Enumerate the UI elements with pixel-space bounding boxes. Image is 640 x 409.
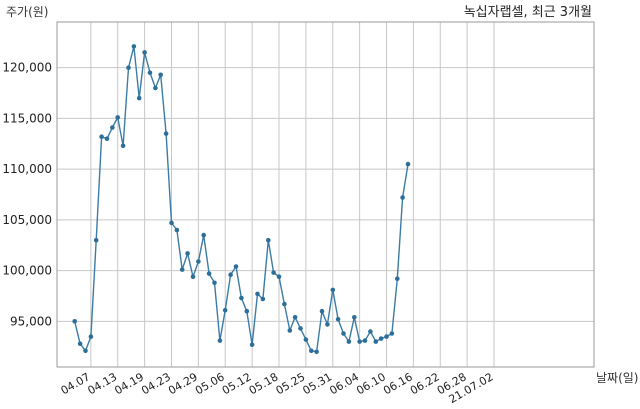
data-point [212,280,217,286]
y-axis-label: 주가(원) [6,5,48,19]
data-point [314,349,319,355]
data-point [233,264,239,269]
x-tick-label: 04.29 [166,370,200,397]
data-point [335,317,341,322]
data-point [201,232,206,238]
data-point [271,270,276,275]
data-point [352,315,357,320]
data-point [282,301,287,307]
y-tick-label: 120,000 [2,61,52,75]
data-point [206,271,212,276]
y-tick-label: 105,000 [2,213,52,227]
x-tick-label: 06.16 [381,370,415,397]
data-point [389,331,395,336]
data-point [217,338,223,343]
data-point [298,326,303,331]
data-point [330,287,336,293]
data-point [158,72,163,78]
data-point [88,334,94,339]
data-point [346,339,352,344]
data-point [266,237,271,243]
x-tick-label: 05.18 [247,370,281,397]
data-point [222,307,228,313]
plot-frame [56,21,595,368]
x-tick-label: 06.22 [408,370,442,397]
chart-title: 녹십자랩셀, 최근 3개월 [464,5,592,20]
x-tick-label: 04.07 [59,370,93,397]
data-point [303,337,309,342]
x-tick-label: 04.23 [139,370,173,397]
data-point [136,95,142,101]
y-tick-label: 110,000 [2,162,52,176]
data-point [153,85,158,91]
data-point [228,272,233,278]
data-point [400,195,405,200]
data-point [319,308,325,314]
data-point [325,322,330,327]
x-tick-label: 04.13 [85,370,119,397]
data-point [72,319,77,324]
data-point [179,267,185,272]
x-tick-label: 05.31 [300,370,334,397]
x-tick-label: 06.10 [354,370,388,397]
data-point [368,329,373,334]
data-point [99,134,104,139]
y-tick-label: 95,000 [10,314,52,328]
data-point [120,143,126,149]
data-point [126,65,131,70]
data-point [292,315,298,320]
data-point [405,161,411,167]
data-point [260,296,266,302]
series-line [74,46,409,353]
data-point [384,334,389,339]
data-point [190,274,196,280]
data-point [378,336,384,341]
data-point [357,339,362,344]
y-tick-label: 100,000 [2,264,52,278]
data-point [239,295,244,301]
data-point [142,50,147,55]
data-point [131,44,137,49]
x-tick-label: 05.06 [193,370,227,397]
data-point [287,328,293,333]
data-point [185,251,190,256]
data-point [77,341,83,347]
data-point [115,115,120,120]
data-point [83,348,88,354]
grid-layer [57,22,594,367]
data-point [169,220,174,226]
data-points [72,44,411,355]
data-point [174,227,180,233]
data-point [93,237,99,243]
x-tick-label: 05.25 [274,370,308,397]
x-axis-ticks: 04.0704.1304.1904.2304.2905.0605.1205.18… [59,370,496,406]
y-axis-ticks: 95,000 100,000 105,000 110,000 115,000 120,00… [2,61,52,329]
data-point [276,274,282,280]
x-axis-label: 날짜(일) [596,371,638,385]
data-point [196,259,201,264]
x-tick-label: 04.19 [112,370,146,397]
data-point [244,308,250,314]
x-tick-label: 05.12 [220,370,254,397]
x-tick-label: 06.04 [327,370,361,397]
data-point [373,339,379,344]
data-point [395,276,400,282]
data-point [255,291,260,297]
data-point [249,342,255,348]
data-point [110,125,115,130]
data-point [362,338,368,343]
data-point [341,331,346,336]
data-point [104,136,110,141]
y-tick-label: 115,000 [2,111,52,125]
data-point [163,131,169,136]
data-point [147,70,153,75]
data-point [309,348,314,354]
